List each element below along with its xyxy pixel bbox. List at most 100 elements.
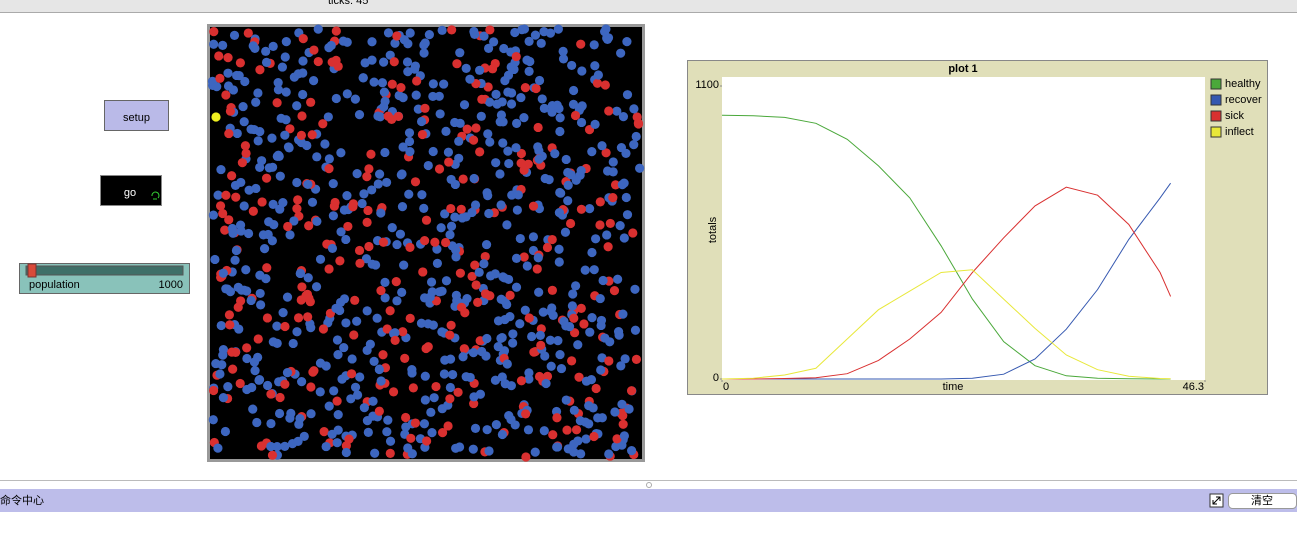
agent: [215, 73, 225, 83]
agent: [569, 439, 579, 449]
agent: [567, 60, 577, 71]
agent: [246, 295, 256, 306]
x-axis-label: time: [943, 381, 964, 393]
agent: [236, 177, 246, 188]
agent: [574, 372, 584, 382]
legend-swatch: [1210, 94, 1222, 106]
go-button[interactable]: [100, 175, 162, 206]
agent: [296, 137, 306, 148]
agent: [380, 96, 390, 107]
agent: [328, 211, 338, 221]
agent: [359, 403, 369, 413]
agent: [385, 306, 395, 316]
agent: [298, 89, 308, 100]
agent: [491, 420, 501, 430]
agent: [339, 342, 349, 353]
agent: [392, 239, 402, 250]
agent: [292, 327, 302, 337]
agent: [608, 193, 618, 203]
agent: [401, 412, 411, 423]
agent: [468, 444, 478, 454]
agent: [250, 366, 260, 376]
agent: [401, 422, 411, 432]
agent: [561, 154, 571, 165]
agent: [376, 208, 386, 218]
agent: [264, 217, 274, 227]
agent: [605, 337, 615, 347]
agent: [499, 43, 509, 54]
agent: [457, 213, 467, 223]
agent: [622, 210, 633, 220]
agent: [484, 446, 494, 456]
agent: [332, 438, 342, 448]
agent: [239, 117, 249, 127]
agent: [387, 79, 397, 89]
agent: [470, 260, 480, 270]
agent: [275, 204, 285, 214]
setup-button[interactable]: [104, 100, 169, 131]
agent: [618, 419, 628, 429]
agent: [523, 425, 534, 435]
agent: [416, 116, 427, 127]
agent: [462, 124, 472, 134]
agent: [444, 157, 454, 167]
agent: [272, 98, 282, 108]
agent: [352, 390, 363, 400]
agent: [239, 201, 249, 211]
agent: [380, 277, 390, 287]
agent: [255, 65, 265, 75]
agent: [585, 327, 595, 337]
agent: [296, 295, 306, 305]
agent: [305, 297, 315, 307]
agent: [408, 383, 418, 393]
agent: [428, 320, 438, 330]
agent: [459, 100, 470, 110]
agent: [515, 233, 525, 244]
agent: [374, 169, 385, 179]
agent: [367, 55, 377, 65]
agent: [553, 336, 563, 346]
agent: [253, 334, 263, 344]
agent: [247, 382, 257, 393]
agent: [590, 119, 600, 129]
agent: [280, 379, 290, 389]
agent: [577, 66, 587, 76]
agent: [533, 122, 543, 133]
agent: [612, 434, 622, 444]
agent: [619, 233, 629, 243]
agent: [341, 234, 351, 245]
agent: [446, 221, 457, 231]
agent: [635, 163, 645, 173]
agent: [491, 89, 501, 99]
agent: [601, 148, 611, 158]
agent: [603, 242, 613, 252]
agent: [304, 221, 314, 231]
agent: [511, 253, 522, 263]
agent: [419, 40, 429, 50]
agent: [576, 165, 586, 176]
agent: [383, 111, 393, 121]
agent: [480, 289, 491, 299]
agent: [458, 174, 468, 184]
agent: [405, 28, 415, 38]
agent: [223, 382, 233, 392]
agent: [554, 257, 564, 267]
agent: [428, 79, 438, 89]
agent: [411, 90, 421, 100]
agent: [498, 138, 508, 148]
agent: [389, 57, 399, 67]
expand-icon: [1212, 496, 1221, 505]
agent: [297, 377, 307, 387]
agent: [224, 215, 234, 225]
agent: [233, 282, 243, 292]
slider-thumb[interactable]: [27, 263, 37, 278]
agent: [416, 318, 427, 328]
agent: [385, 448, 395, 458]
agent: [332, 396, 342, 406]
agent: [539, 27, 549, 37]
agent: [208, 210, 218, 220]
divider-handle[interactable]: [646, 482, 652, 488]
agent: [633, 119, 644, 129]
agent: [293, 195, 303, 205]
agent: [343, 221, 353, 232]
